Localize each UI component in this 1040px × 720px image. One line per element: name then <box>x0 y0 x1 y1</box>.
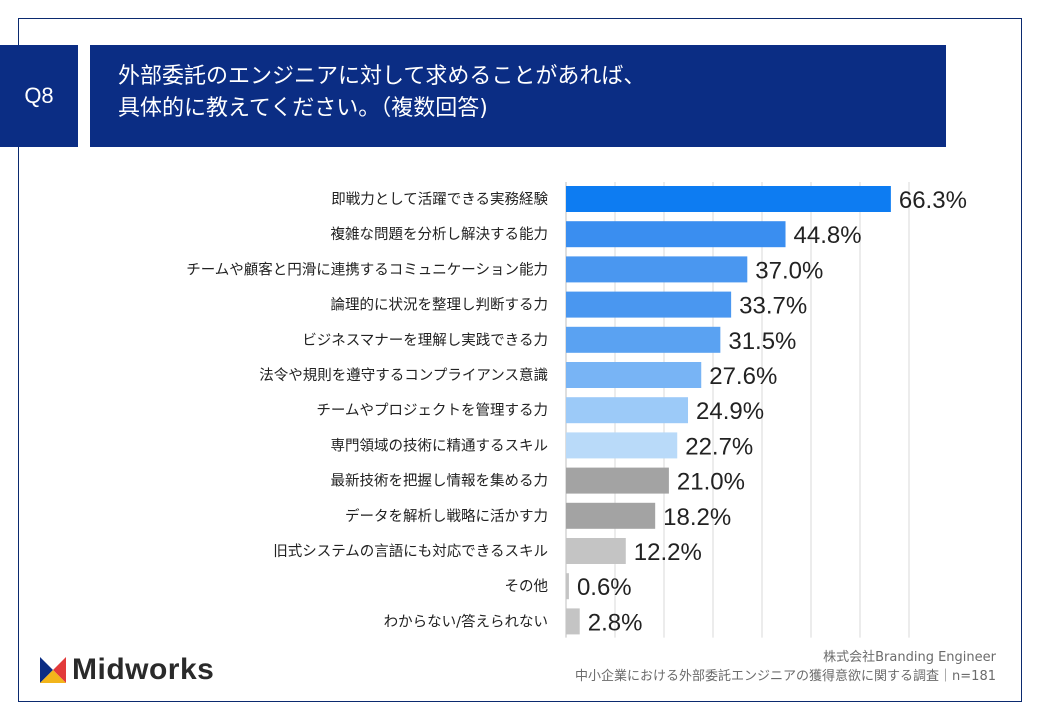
question-title-line-2: 具体的に教えてください。（複数回答) <box>118 96 488 121</box>
bar <box>566 186 891 212</box>
category-label: チームや顧客と円滑に連携するコミュニケーション能力 <box>186 261 548 278</box>
value-label: 33.7% <box>739 293 807 320</box>
bar <box>566 608 580 635</box>
category-label: わからない/答えられない <box>384 613 548 630</box>
bar <box>566 432 678 459</box>
value-label: 27.6% <box>709 363 777 390</box>
category-label: ビジネスマナーを理解し実践できる力 <box>302 332 548 349</box>
midworks-logo: Midworks <box>40 650 214 690</box>
value-label: 21.0% <box>677 469 745 496</box>
category-label: データを解析し戦略に活かす力 <box>345 507 548 525</box>
value-label: 44.8% <box>794 222 862 249</box>
bar <box>566 256 748 283</box>
bar <box>566 221 786 248</box>
question-title: 外部委託のエンジニアに対して求めることがあれば、 具体的に教えてください。（複数… <box>90 45 946 147</box>
category-label: 旧式システムの言語にも対応できるスキル <box>273 543 548 560</box>
value-label: 66.3% <box>899 187 967 214</box>
logo-text: Midworks <box>72 653 215 686</box>
category-label: 即戦力として活躍できる実務経験 <box>331 191 548 208</box>
category-label: 論理的に状況を整理し判断する力 <box>331 297 549 314</box>
value-label: 18.2% <box>663 504 731 531</box>
bar <box>566 573 569 600</box>
value-label: 2.8% <box>588 609 643 636</box>
value-label: 12.2% <box>634 539 702 566</box>
bar <box>566 467 669 494</box>
question-title-line-1: 外部委託のエンジニアに対して求めることがあれば、 <box>118 64 646 89</box>
category-label: 最新技術を把握し情報を集める力 <box>331 473 549 490</box>
category-label: 法令や規則を遵守するコンプライアンス意識 <box>259 366 548 384</box>
category-label: チームやプロジェクトを管理する力 <box>316 402 548 419</box>
category-label: 専門領域の技術に精通するスキル <box>331 437 549 454</box>
question-badge: Q8 <box>0 45 78 147</box>
value-label: 22.7% <box>685 433 753 460</box>
slide-frame <box>18 18 1022 702</box>
value-label: 0.6% <box>577 574 632 601</box>
source-company: 株式会社Branding Engineer <box>823 650 996 665</box>
bar <box>566 362 702 388</box>
category-label: その他 <box>505 578 549 595</box>
bar <box>566 397 689 424</box>
value-label: 24.9% <box>696 398 764 425</box>
category-label: 複雑な問題を分析し解決する能力 <box>331 226 549 243</box>
bar <box>566 502 656 529</box>
bar <box>566 538 626 564</box>
midworks-logo-mark-icon <box>40 657 66 683</box>
source-survey: 中小企業における外部委託エンジニアの獲得意欲に関する調査｜n=181 <box>575 669 996 684</box>
value-label: 31.5% <box>728 328 796 355</box>
bar <box>566 326 721 353</box>
bar <box>566 291 732 318</box>
value-label: 37.0% <box>755 257 823 284</box>
